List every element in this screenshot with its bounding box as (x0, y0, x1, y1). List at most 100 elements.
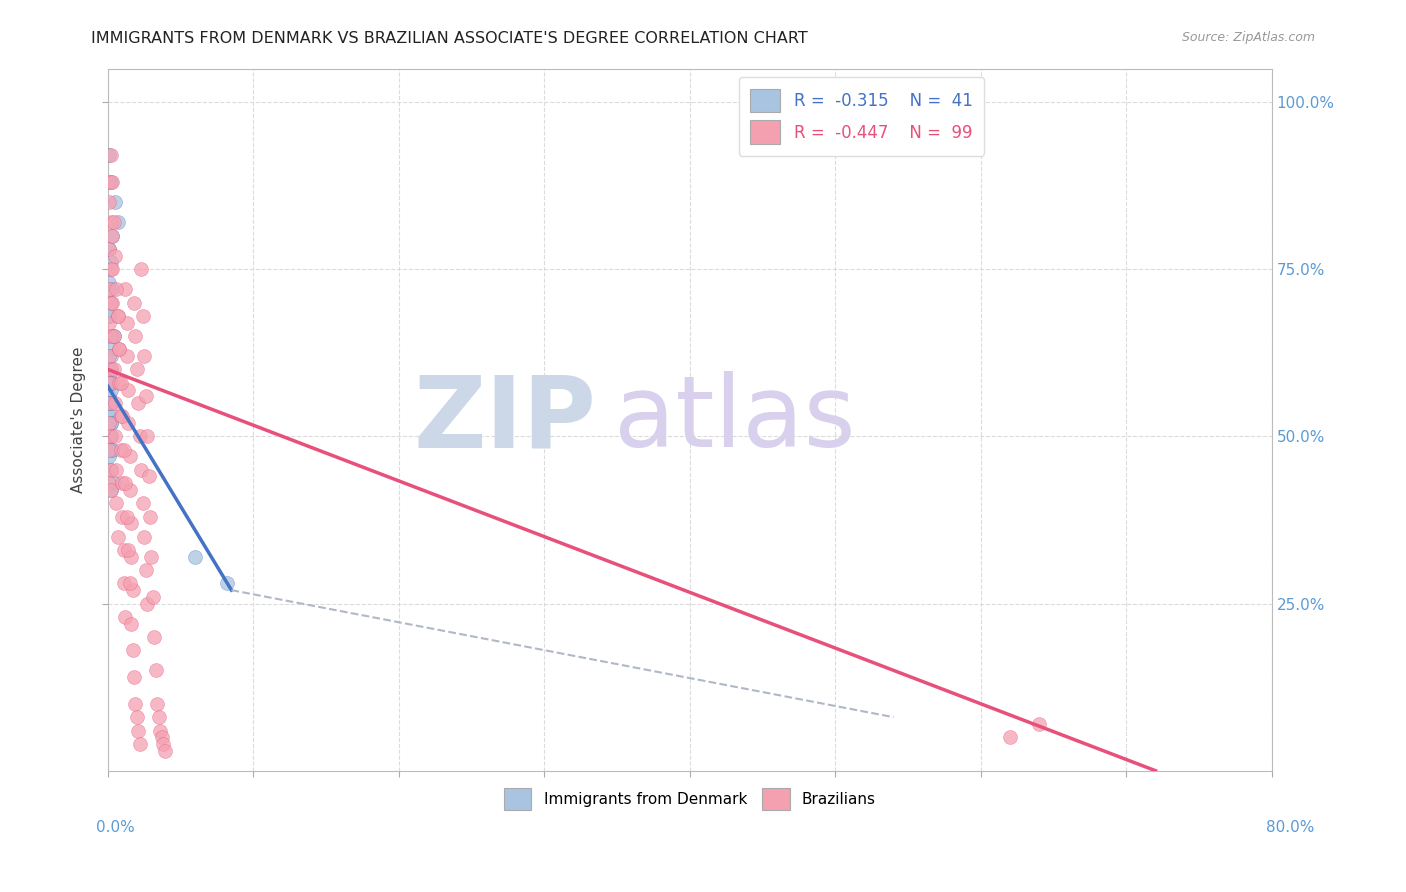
Point (112, 442, 135, 457)
Legend: Immigrants from Denmark, Brazilians: Immigrants from Denmark, Brazilians (498, 782, 882, 815)
Point (108, 376, 131, 390)
Point (1028, 717, 1050, 731)
Point (125, 362, 148, 376)
Point (98, 450, 121, 464)
Point (135, 563, 157, 577)
Point (98, 362, 121, 376)
Point (100, 483, 122, 497)
Point (98, 442, 121, 457)
Point (150, 731, 173, 745)
Point (118, 576, 141, 591)
Point (105, 463, 128, 477)
Text: 80.0%: 80.0% (1267, 821, 1315, 835)
Point (145, 664, 167, 678)
Point (100, 463, 122, 477)
Point (100, 343, 122, 357)
Point (101, 442, 124, 457)
Point (112, 576, 135, 591)
Point (103, 362, 125, 376)
Point (146, 697, 169, 711)
Point (104, 195, 127, 210)
Point (138, 469, 160, 483)
Point (98, 316, 121, 330)
Point (129, 262, 152, 277)
Point (98, 276, 121, 290)
Point (98, 282, 121, 296)
Point (127, 396, 149, 410)
Point (117, 416, 139, 430)
Point (107, 309, 129, 323)
Point (98, 349, 121, 363)
Point (98, 409, 121, 424)
Point (101, 329, 124, 343)
Point (153, 744, 176, 758)
Point (107, 215, 129, 229)
Point (131, 309, 153, 323)
Point (115, 349, 138, 363)
Point (98, 242, 121, 256)
Point (118, 483, 141, 497)
Point (101, 442, 124, 457)
Y-axis label: Associate's Degree: Associate's Degree (72, 346, 86, 493)
Point (100, 362, 122, 376)
Point (98, 369, 121, 384)
Point (100, 175, 122, 189)
Point (98, 402, 121, 417)
Point (100, 483, 122, 497)
Point (111, 476, 134, 491)
Point (105, 496, 128, 510)
Point (100, 255, 122, 269)
Point (125, 710, 148, 724)
Point (101, 228, 124, 243)
Point (98, 396, 121, 410)
Point (100, 383, 122, 397)
Point (120, 549, 142, 564)
Point (100, 362, 122, 376)
Point (100, 262, 122, 277)
Point (101, 295, 124, 310)
Point (122, 295, 145, 310)
Point (100, 396, 122, 410)
Point (118, 450, 141, 464)
Point (107, 309, 129, 323)
Point (120, 616, 142, 631)
Point (100, 429, 122, 443)
Point (134, 349, 156, 363)
Point (998, 731, 1021, 745)
Point (128, 429, 150, 443)
Point (104, 396, 127, 410)
Point (134, 530, 156, 544)
Point (100, 329, 122, 343)
Point (100, 416, 122, 430)
Point (129, 463, 152, 477)
Point (101, 282, 124, 296)
Point (148, 710, 170, 724)
Point (121, 583, 143, 598)
Point (108, 343, 131, 357)
Point (98, 389, 121, 403)
Point (98, 416, 121, 430)
Point (101, 262, 124, 277)
Point (184, 549, 207, 564)
Point (100, 429, 122, 443)
Point (98, 309, 121, 323)
Point (103, 476, 125, 491)
Point (103, 215, 125, 229)
Point (135, 389, 157, 403)
Text: atlas: atlas (614, 371, 856, 468)
Point (101, 175, 124, 189)
Point (152, 737, 174, 751)
Point (104, 429, 127, 443)
Point (107, 530, 129, 544)
Point (98, 195, 121, 210)
Point (101, 376, 124, 390)
Text: IMMIGRANTS FROM DENMARK VS BRAZILIAN ASSOCIATE'S DEGREE CORRELATION CHART: IMMIGRANTS FROM DENMARK VS BRAZILIAN ASS… (91, 31, 808, 46)
Point (98, 175, 121, 189)
Point (122, 670, 145, 684)
Point (108, 343, 131, 357)
Point (112, 543, 135, 558)
Point (98, 376, 121, 390)
Point (117, 543, 139, 558)
Text: 0.0%: 0.0% (96, 821, 135, 835)
Point (100, 215, 122, 229)
